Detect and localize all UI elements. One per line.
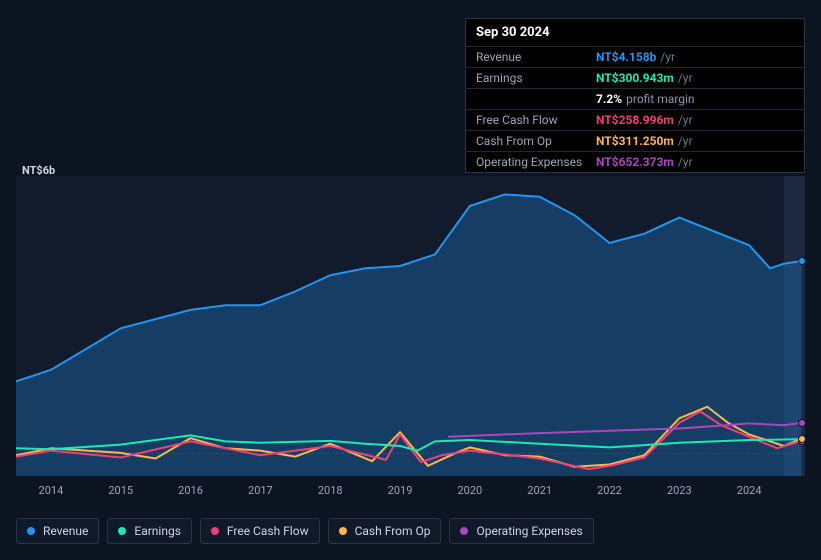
opex-marker <box>798 419 806 427</box>
x-axis-label: 2015 <box>108 484 133 497</box>
tooltip-value: NT$311.250m <box>596 134 674 148</box>
cfo-marker <box>798 435 806 443</box>
x-axis-label: 2018 <box>318 484 343 497</box>
legend-dot-icon <box>211 527 219 535</box>
tooltip-label: Earnings <box>476 71 596 85</box>
legend-label: Revenue <box>43 524 88 538</box>
tooltip-label: Operating Expenses <box>476 155 596 169</box>
x-axis-label: 2016 <box>178 484 203 497</box>
x-axis-label: 2019 <box>388 484 413 497</box>
legend-item-opex[interactable]: Operating Expenses <box>449 518 593 544</box>
tooltip-value: NT$258.996m <box>596 113 674 127</box>
tooltip-unit: /yr <box>678 134 693 148</box>
x-axis-label: 2017 <box>248 484 273 497</box>
tooltip-value: NT$300.943m <box>596 71 674 85</box>
tooltip-row: 7.2% profit margin <box>466 88 804 109</box>
tooltip-label <box>476 92 596 106</box>
legend-item-earnings[interactable]: Earnings <box>107 518 192 544</box>
tooltip-value: NT$4.158b <box>596 50 656 64</box>
tooltip-pct: 7.2% <box>596 92 622 106</box>
legend-item-revenue[interactable]: Revenue <box>16 518 99 544</box>
chart-area[interactable] <box>16 176 805 476</box>
legend-dot-icon <box>27 527 35 535</box>
tooltip-row: Operating ExpensesNT$652.373m/yr <box>466 151 804 172</box>
legend-label: Earnings <box>134 524 181 538</box>
legend-item-cfo[interactable]: Cash From Op <box>328 518 442 544</box>
tooltip-label: Cash From Op <box>476 134 596 148</box>
chart-legend: Revenue Earnings Free Cash Flow Cash From O… <box>16 518 594 544</box>
tooltip-date: Sep 30 2024 <box>466 19 804 46</box>
legend-dot-icon <box>118 527 126 535</box>
tooltip-row: EarningsNT$300.943m/yr <box>466 67 804 88</box>
tooltip-pct-text: profit margin <box>626 92 694 106</box>
tooltip-label: Free Cash Flow <box>476 113 596 127</box>
tooltip-rows: RevenueNT$4.158b/yrEarningsNT$300.943m/y… <box>466 46 804 172</box>
tooltip-row: Cash From OpNT$311.250m/yr <box>466 130 804 151</box>
legend-dot-icon <box>460 527 468 535</box>
tooltip-value: NT$652.373m <box>596 155 674 169</box>
chart-plot <box>16 176 805 476</box>
legend-label: Free Cash Flow <box>227 524 309 538</box>
x-axis-label: 2020 <box>457 484 482 497</box>
legend-label: Cash From Op <box>355 524 431 538</box>
legend-label: Operating Expenses <box>476 524 582 538</box>
x-axis-label: 2022 <box>597 484 622 497</box>
tooltip-row: Free Cash FlowNT$258.996m/yr <box>466 109 804 130</box>
x-axis: 2014 2015 2016 2017 2018 2019 2020 2021 2022 2023… <box>16 484 805 500</box>
legend-dot-icon <box>339 527 347 535</box>
tooltip-unit: /yr <box>678 71 693 85</box>
legend-item-fcf[interactable]: Free Cash Flow <box>200 518 320 544</box>
chart-tooltip: Sep 30 2024 RevenueNT$4.158b/yrEarningsN… <box>465 18 805 173</box>
tooltip-unit: /yr <box>660 50 675 64</box>
revenue-marker <box>798 257 806 265</box>
x-axis-label: 2014 <box>39 484 64 497</box>
tooltip-unit: /yr <box>678 113 693 127</box>
tooltip-label: Revenue <box>476 50 596 64</box>
tooltip-row: RevenueNT$4.158b/yr <box>466 46 804 67</box>
x-axis-label: 2021 <box>527 484 552 497</box>
x-axis-label: 2023 <box>667 484 692 497</box>
revenue-area <box>16 194 802 476</box>
x-axis-label: 2024 <box>737 484 762 497</box>
tooltip-unit: /yr <box>678 155 693 169</box>
